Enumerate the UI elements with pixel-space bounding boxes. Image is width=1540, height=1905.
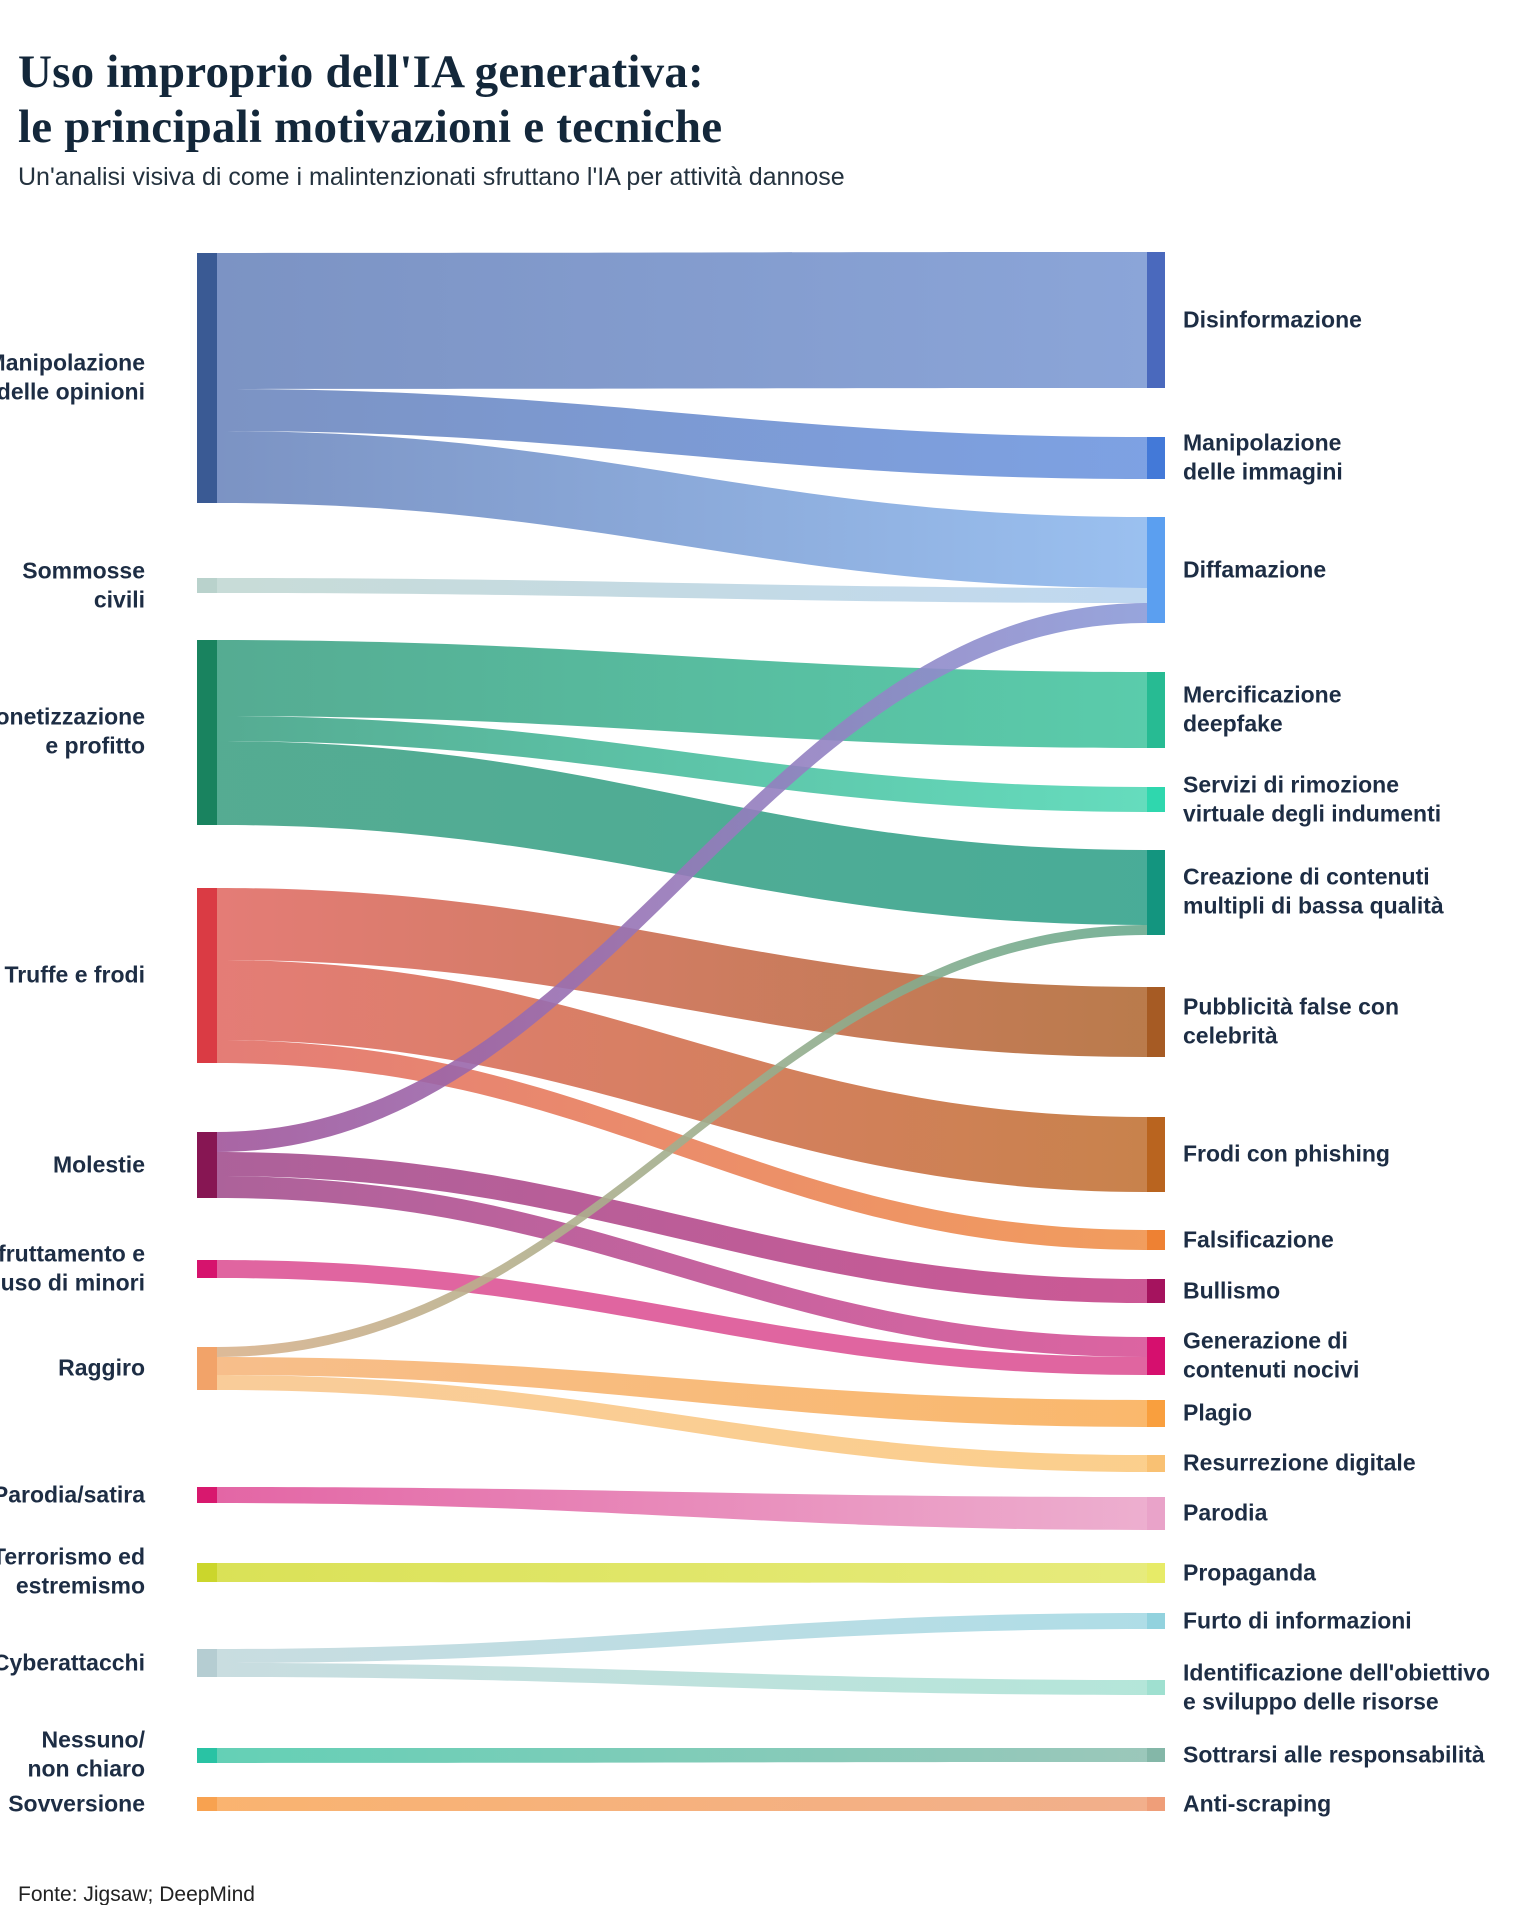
flow-raggiro-to-resurrezione-digitale bbox=[217, 1375, 1147, 1472]
flow-cyberattacchi-to-furto-informazioni bbox=[217, 1613, 1147, 1663]
flow-cyberattacchi-to-identificazione-obiettivo bbox=[217, 1663, 1147, 1695]
node-bullismo bbox=[1147, 1279, 1165, 1303]
flow-monetizzazione-to-creazione-contenuti bbox=[217, 741, 1147, 925]
label-generazione-nocivi: Generazione di contenuti nocivi bbox=[1183, 1327, 1360, 1383]
node-raggiro bbox=[197, 1347, 217, 1390]
label-terrorismo: Terrorismo ed estremismo bbox=[0, 1543, 145, 1599]
node-manipolazione-immagini bbox=[1147, 437, 1165, 479]
label-sfruttamento-minori: Sfruttamento e abuso di minori bbox=[0, 1240, 145, 1296]
flow-sommosse-civili-to-diffamazione bbox=[217, 578, 1147, 603]
label-furto-informazioni: Furto di informazioni bbox=[1183, 1607, 1412, 1634]
label-sovversione: Sovversione bbox=[8, 1790, 145, 1817]
node-pubblicita-false bbox=[1147, 987, 1165, 1057]
flow-molestie-to-diffamazione bbox=[217, 603, 1147, 1152]
label-disinformazione: Disinformazione bbox=[1183, 306, 1362, 333]
node-sommosse-civili bbox=[197, 578, 217, 593]
node-identificazione-obiettivo bbox=[1147, 1680, 1165, 1695]
flow-terrorismo-to-propaganda bbox=[217, 1563, 1147, 1583]
node-cyberattacchi bbox=[197, 1649, 217, 1677]
node-plagio bbox=[1147, 1400, 1165, 1427]
label-propaganda: Propaganda bbox=[1183, 1559, 1316, 1586]
flow-molestie-to-bullismo bbox=[217, 1152, 1147, 1303]
flow-raggiro-to-creazione-contenuti bbox=[217, 925, 1147, 1357]
node-sottrarsi-responsabilita bbox=[1147, 1748, 1165, 1762]
label-manipolazione-immagini: Manipolazione delle immagini bbox=[1183, 429, 1343, 485]
node-generazione-nocivi bbox=[1147, 1337, 1165, 1375]
node-disinformazione bbox=[1147, 252, 1165, 388]
node-molestie bbox=[197, 1132, 217, 1198]
node-sovversione bbox=[197, 1797, 217, 1811]
flow-sovversione-to-anti-scraping bbox=[217, 1797, 1147, 1811]
node-truffe-frodi bbox=[197, 888, 217, 1063]
source-note: Fonte: Jigsaw; DeepMind bbox=[18, 1883, 255, 1905]
label-molestie: Molestie bbox=[52, 1151, 145, 1178]
node-creazione-contenuti bbox=[1147, 850, 1165, 935]
label-parodia: Parodia bbox=[1183, 1499, 1268, 1526]
flow-truffe-frodi-to-pubblicita-false bbox=[217, 888, 1147, 1057]
label-mercificazione-deepfake: Mercificazione deepfake bbox=[1183, 681, 1342, 737]
node-terrorismo bbox=[197, 1563, 217, 1582]
flow-nessuno-to-sottrarsi-responsabilita bbox=[217, 1748, 1147, 1763]
node-falsificazione bbox=[1147, 1230, 1165, 1250]
flow-manipolazione-opinioni-to-manipolazione-immagini bbox=[217, 389, 1147, 479]
label-manipolazione-opinioni: Manipolazione delle opinioni bbox=[0, 349, 145, 405]
flow-sfruttamento-minori-to-generazione-nocivi bbox=[217, 1260, 1147, 1375]
label-servizi-rimozione: Servizi di rimozione virtuale degli indu… bbox=[1183, 771, 1442, 827]
node-monetizzazione bbox=[197, 640, 217, 825]
node-frodi-phishing bbox=[1147, 1117, 1165, 1192]
label-bullismo: Bullismo bbox=[1183, 1277, 1281, 1304]
node-sfruttamento-minori bbox=[197, 1260, 217, 1278]
node-resurrezione-digitale bbox=[1147, 1455, 1165, 1472]
label-plagio: Plagio bbox=[1183, 1399, 1253, 1426]
label-sommosse-civili: Sommosse civili bbox=[22, 557, 145, 613]
label-creazione-contenuti: Creazione di contenuti multipli di bassa… bbox=[1183, 863, 1444, 919]
label-nessuno: Nessuno/ non chiaro bbox=[27, 1726, 145, 1782]
flow-molestie-to-generazione-nocivi bbox=[217, 1176, 1147, 1357]
node-furto-informazioni bbox=[1147, 1613, 1165, 1629]
flow-parodia-satira-to-parodia bbox=[217, 1487, 1147, 1530]
flow-manipolazione-opinioni-to-diffamazione bbox=[217, 431, 1147, 588]
label-monetizzazione: Monetizzazione e profitto bbox=[0, 703, 145, 759]
node-mercificazione-deepfake bbox=[1147, 672, 1165, 748]
node-servizi-rimozione bbox=[1147, 787, 1165, 812]
node-propaganda bbox=[1147, 1563, 1165, 1583]
node-anti-scraping bbox=[1147, 1797, 1165, 1811]
label-diffamazione: Diffamazione bbox=[1183, 556, 1327, 583]
label-frodi-phishing: Frodi con phishing bbox=[1183, 1140, 1390, 1167]
label-cyberattacchi: Cyberattacchi bbox=[0, 1649, 145, 1676]
flow-monetizzazione-to-mercificazione-deepfake bbox=[217, 640, 1147, 748]
label-identificazione-obiettivo: Identificazione dell'obiettivo e svilupp… bbox=[1183, 1659, 1491, 1715]
sankey-links-layer bbox=[217, 252, 1147, 1811]
flow-monetizzazione-to-servizi-rimozione bbox=[217, 716, 1147, 812]
label-pubblicita-false: Pubblicità false con celebrità bbox=[1183, 993, 1399, 1049]
node-parodia-satira bbox=[197, 1487, 217, 1503]
label-parodia-satira: Parodia/satira bbox=[0, 1481, 145, 1508]
sankey-nodes-layer bbox=[197, 252, 1165, 1811]
node-nessuno bbox=[197, 1748, 217, 1763]
label-falsificazione: Falsificazione bbox=[1183, 1226, 1334, 1253]
node-diffamazione bbox=[1147, 517, 1165, 623]
node-manipolazione-opinioni bbox=[197, 253, 217, 503]
label-truffe-frodi: Truffe e frodi bbox=[4, 961, 145, 988]
flow-truffe-frodi-to-frodi-phishing bbox=[217, 960, 1147, 1192]
page-title: Uso improprio dell'IA generativa: le pri… bbox=[18, 46, 723, 153]
page-subtitle: Un'analisi visiva di come i malintenzion… bbox=[18, 163, 845, 191]
label-raggiro: Raggiro bbox=[58, 1354, 145, 1381]
label-sottrarsi-responsabilita: Sottrarsi alle responsabilità bbox=[1183, 1741, 1485, 1768]
label-anti-scraping: Anti-scraping bbox=[1183, 1790, 1332, 1817]
flow-raggiro-to-plagio bbox=[217, 1357, 1147, 1427]
node-parodia bbox=[1147, 1497, 1165, 1530]
label-resurrezione-digitale: Resurrezione digitale bbox=[1183, 1449, 1416, 1476]
flow-manipolazione-opinioni-to-disinformazione bbox=[217, 252, 1147, 389]
